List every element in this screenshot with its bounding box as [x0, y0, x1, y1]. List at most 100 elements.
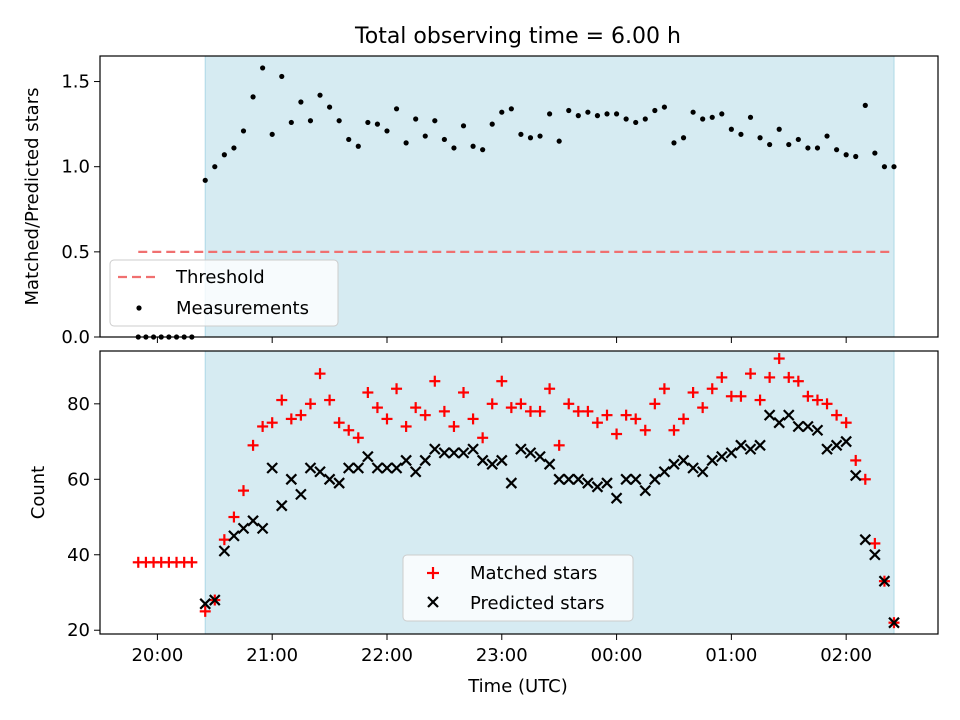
predicted-star-point [266, 462, 278, 474]
legend-measurements-swatch [136, 305, 142, 311]
predicted-star-point [371, 462, 384, 474]
matched-star-point [285, 413, 297, 425]
matched-star-point [678, 413, 690, 425]
matched-star-point [515, 398, 527, 410]
matched-star-point [391, 383, 403, 395]
measurement-point [365, 119, 371, 126]
ratio-measurements [135, 65, 897, 340]
measurement-point [279, 73, 285, 80]
measurement-point [566, 107, 572, 114]
matched-star-point [639, 424, 651, 436]
predicted-star-point [314, 465, 326, 478]
measurement-point [489, 121, 495, 127]
predicted-star-point [849, 469, 862, 482]
matched-star-point [850, 454, 862, 466]
matched-star-point [649, 398, 661, 410]
measurement-point [336, 118, 342, 124]
measurement-point [231, 145, 237, 151]
predicted-star-point [553, 473, 565, 486]
predicted-star-point [275, 499, 288, 512]
x-tick-label: 02:00 [820, 645, 872, 666]
y-tick-label: 60 [67, 469, 90, 490]
measurement-point [346, 136, 352, 143]
predicted-star-point [496, 454, 508, 467]
predicted-star-point [610, 492, 623, 504]
matched-star-point [304, 398, 316, 410]
measurement-point [853, 153, 859, 160]
predicted-star-point [562, 473, 575, 486]
measurement-point [403, 140, 409, 146]
matched-star-point [419, 409, 431, 421]
measurement-point [240, 128, 247, 134]
matched-star-point [668, 424, 680, 436]
measurement-point [307, 118, 314, 124]
matched-star-point [186, 556, 198, 568]
measurement-point [671, 140, 677, 146]
matched-star-point [658, 383, 670, 395]
x-tick-label: 20:00 [131, 645, 183, 666]
legend-threshold-label: Threshold [175, 267, 265, 288]
matched-star-point [802, 390, 814, 402]
predicted-star-point [869, 548, 881, 561]
matched-star-point [496, 375, 508, 387]
predicted-star-point [811, 424, 824, 437]
matched-star-point [458, 387, 470, 399]
predicted-star-point [888, 616, 900, 629]
matched-star-point [362, 387, 374, 399]
matched-star-point [477, 432, 489, 444]
measurement-point [451, 145, 457, 151]
measurement-point [623, 116, 629, 122]
matched-star-point [544, 383, 556, 395]
predicted-star-point [802, 420, 814, 433]
x-tick-label: 00:00 [591, 645, 643, 666]
predicted-star-point [792, 420, 805, 433]
figure-title: Total observing time = 6.00 h [354, 24, 681, 49]
matched-star-point [486, 398, 498, 410]
measurement-point [480, 147, 486, 153]
matched-star-point [218, 534, 230, 546]
measurement-point [269, 131, 275, 137]
predicted-star-point [629, 473, 642, 486]
matched-star-point [429, 375, 441, 387]
measurement-point [786, 141, 792, 148]
measurement-point [537, 133, 543, 139]
matched-star-point [821, 398, 833, 410]
y-tick-label: 20 [67, 620, 90, 641]
predicted-star-point [429, 443, 441, 455]
predicted-star-point [591, 481, 604, 493]
predicted-star-point [859, 533, 872, 546]
measurement-point [250, 94, 256, 100]
predicted-star-point [582, 477, 594, 489]
predicted-star-point [419, 454, 432, 467]
y-tick-label: 40 [67, 545, 90, 566]
predicted-star-point [323, 473, 336, 486]
legend-matched-label: Matched stars [470, 563, 597, 584]
matched-stars-series [132, 353, 900, 629]
y-tick-label: 1.0 [61, 157, 90, 178]
ratio-y-axis-label: Matched/Predicted stars [22, 88, 43, 306]
x-tick-label: 23:00 [476, 645, 528, 666]
matched-star-point [840, 417, 852, 429]
matched-star-point [831, 409, 843, 421]
matched-star-point [764, 371, 776, 383]
measurement-point [470, 143, 476, 149]
measurement-point [393, 106, 400, 112]
measurement-point [441, 136, 447, 143]
matched-star-point [601, 409, 613, 421]
y-tick-label: 80 [67, 394, 90, 415]
predicted-star-point [744, 443, 757, 455]
ratio-plot-frame [99, 55, 939, 338]
measurement-point [298, 99, 304, 105]
measurement-point [432, 118, 438, 124]
legend-predicted-swatch [427, 596, 439, 608]
predicted-star-point [754, 439, 766, 452]
measurement-point [824, 133, 830, 139]
x-tick-label: 01:00 [705, 645, 757, 666]
y-tick-label: 0.5 [61, 242, 90, 263]
predicted-star-point [543, 458, 556, 470]
measurement-point [355, 143, 361, 149]
measurement-point [690, 109, 696, 115]
matched-star-point [859, 473, 871, 485]
predicted-star-point [706, 454, 719, 467]
predicted-star-point [448, 447, 460, 459]
